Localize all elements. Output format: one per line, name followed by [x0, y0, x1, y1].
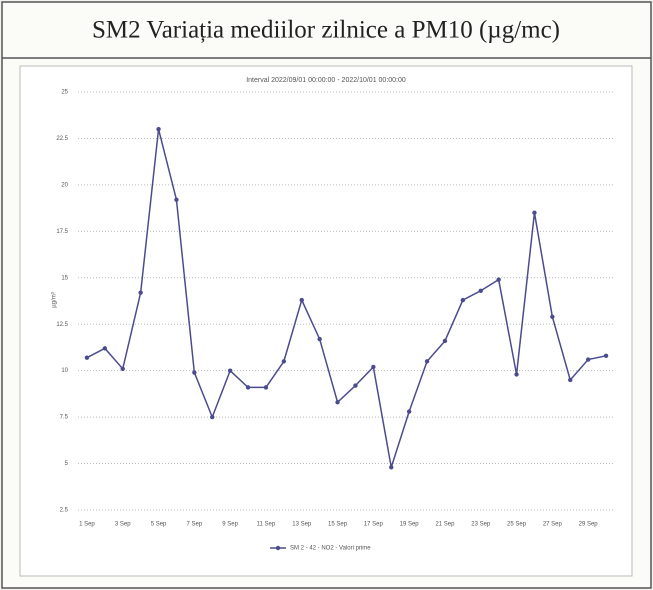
series-line	[86, 128, 607, 468]
x-tick-label: 17 Sep	[364, 522, 384, 528]
data-point	[568, 377, 573, 383]
y-tick-label: 15	[61, 275, 68, 281]
chart-title: SM2 Variația mediilor zilnice a PM10 (µg…	[92, 17, 560, 44]
data-point	[281, 359, 287, 364]
x-tick-label: 11 Sep	[257, 522, 276, 528]
x-tick-label: 23 Sep	[471, 522, 491, 528]
data-point	[460, 297, 466, 303]
x-tick-label: 29 Sep	[579, 522, 599, 528]
data-point	[102, 346, 108, 351]
y-tick-label: 20	[61, 182, 68, 188]
data-point	[585, 357, 591, 362]
data-point	[371, 364, 376, 370]
data-point	[120, 366, 125, 372]
plot-frame	[19, 65, 633, 577]
data-point	[406, 409, 412, 414]
data-point	[192, 370, 197, 375]
data-point	[174, 197, 179, 202]
x-tick-label: 21 Sep	[435, 522, 455, 528]
x-tick-label: 9 Sep	[222, 522, 238, 528]
data-point	[532, 210, 537, 215]
data-point	[210, 414, 215, 420]
data-point	[299, 297, 304, 303]
y-tick-label: 25	[61, 90, 68, 96]
data-point	[442, 338, 448, 344]
y-axis-label: µg/m³	[52, 292, 58, 307]
data-point	[514, 372, 519, 377]
x-tick-label: 3 Sep	[115, 522, 131, 528]
y-tick-label: 10	[61, 368, 68, 374]
data-point	[84, 355, 90, 360]
data-point	[424, 359, 430, 364]
legend-label: SM 2 - 42 - NO2 - Valori prime	[290, 546, 371, 552]
y-tick-label: 2.5	[60, 508, 69, 514]
data-point	[478, 288, 483, 293]
x-tick-label: 5 Sep	[151, 522, 167, 528]
data-point	[389, 465, 394, 470]
data-point	[335, 400, 340, 405]
x-tick-label: 27 Sep	[543, 522, 563, 528]
x-tick-label: 7 Sep	[187, 522, 203, 528]
data-point	[317, 336, 322, 342]
y-tick-label: 17.5	[56, 229, 68, 235]
x-tick-label: 25 Sep	[507, 522, 527, 528]
data-point	[156, 126, 161, 132]
x-tick-label: 19 Sep	[400, 522, 420, 528]
legend-marker	[275, 545, 281, 551]
data-point	[227, 368, 233, 373]
x-tick-label: 1 Sep	[79, 522, 95, 528]
data-point	[263, 385, 269, 390]
y-tick-label: 7.5	[60, 415, 69, 421]
chart-subtitle: Interval 2022/09/01 00:00:00 - 2022/10/0…	[246, 77, 406, 84]
x-tick-label: 15 Sep	[328, 522, 348, 528]
x-tick-label: 13 Sep	[292, 522, 312, 528]
y-tick-label: 12.5	[56, 322, 68, 328]
data-point	[138, 290, 143, 295]
y-tick-label: 5	[65, 461, 69, 467]
y-tick-label: 22.5	[56, 136, 68, 142]
data-point	[245, 385, 251, 390]
data-point	[603, 353, 609, 359]
data-point	[353, 383, 358, 388]
data-point	[550, 314, 555, 319]
data-point	[496, 277, 501, 282]
